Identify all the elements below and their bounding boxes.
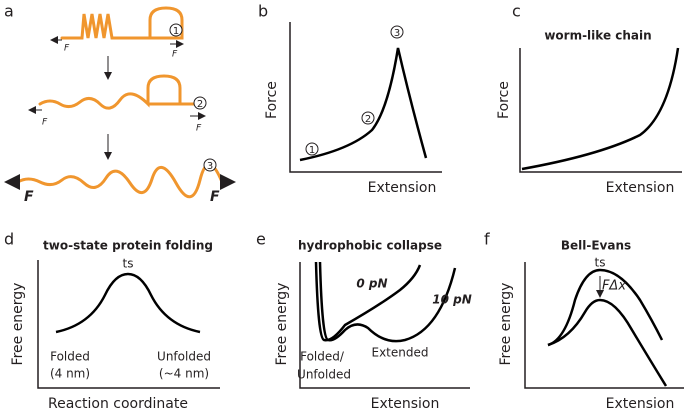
- annotation: 10 pN: [432, 293, 472, 307]
- marker: 1: [173, 26, 179, 37]
- panel-label: a: [4, 2, 14, 21]
- annotation: (4 nm): [50, 367, 90, 381]
- marker-circle: [203, 158, 217, 172]
- marker-circle: [361, 111, 375, 125]
- panel-label: e: [256, 230, 266, 249]
- wlc-curve: [521, 47, 680, 171]
- y-axis-label: Free energy: [274, 283, 290, 366]
- force-label: F: [24, 189, 34, 205]
- x-axis-label: Extension: [606, 180, 675, 196]
- marker-circle: [193, 96, 207, 110]
- energy-curve-10pn: [318, 261, 457, 343]
- annotation: Unfolded: [157, 350, 211, 364]
- force-label: F: [64, 44, 70, 54]
- force-curve: [299, 47, 428, 162]
- y-axis-label: Force: [496, 81, 512, 119]
- axes: [289, 22, 442, 173]
- y-axis-label: Free energy: [498, 283, 514, 366]
- panel-label: c: [512, 2, 521, 21]
- y-axis-label: Force: [264, 81, 280, 119]
- panel-label: d: [4, 230, 14, 249]
- panel-title: Bell-Evans: [561, 239, 631, 253]
- marker: 1: [309, 145, 315, 156]
- axes: [519, 48, 682, 173]
- axes: [37, 260, 220, 389]
- marker: 2: [365, 114, 371, 125]
- annotation: ts: [595, 256, 606, 270]
- energy-curve: [55, 272, 201, 334]
- annotation: Unfolded: [297, 368, 351, 382]
- force-label: F: [210, 189, 220, 205]
- x-axis-label: Extension: [368, 180, 437, 196]
- marker-circle: [390, 25, 404, 39]
- y-axis-label: Free energy: [10, 283, 26, 366]
- x-axis-label: Reaction coordinate: [48, 396, 188, 411]
- panel-title: hydrophobic collapse: [298, 239, 442, 253]
- annotation: 0 pN: [356, 277, 387, 291]
- force-label: F: [42, 118, 48, 128]
- protein-diagram: [4, 6, 236, 199]
- marker: 3: [207, 161, 213, 172]
- annotation: Folded/: [300, 350, 345, 364]
- annotation: ts: [123, 257, 134, 271]
- annotation: Folded: [50, 350, 90, 364]
- axes: [524, 262, 684, 389]
- panel-title: worm-like chain: [544, 29, 651, 43]
- energy-curve: [547, 268, 664, 347]
- panel-label: b: [258, 2, 268, 21]
- axes: [299, 262, 470, 389]
- annotation: FΔx: [602, 279, 626, 294]
- force-label: F: [196, 124, 202, 134]
- marker: 3: [394, 28, 400, 39]
- marker-circle: [305, 142, 319, 156]
- x-axis-label: Extension: [371, 396, 440, 411]
- energy-curve-tilted: [547, 298, 668, 387]
- x-axis-label: Extension: [606, 396, 675, 411]
- marker: 2: [197, 99, 203, 110]
- annotation: (~4 nm): [159, 367, 209, 381]
- annotation: Extended: [372, 346, 429, 360]
- marker-circle: [169, 23, 183, 37]
- energy-curve-0pn: [314, 261, 422, 342]
- panel-title: two-state protein folding: [43, 239, 213, 253]
- force-label: F: [172, 50, 178, 60]
- panel-label: f: [484, 230, 490, 249]
